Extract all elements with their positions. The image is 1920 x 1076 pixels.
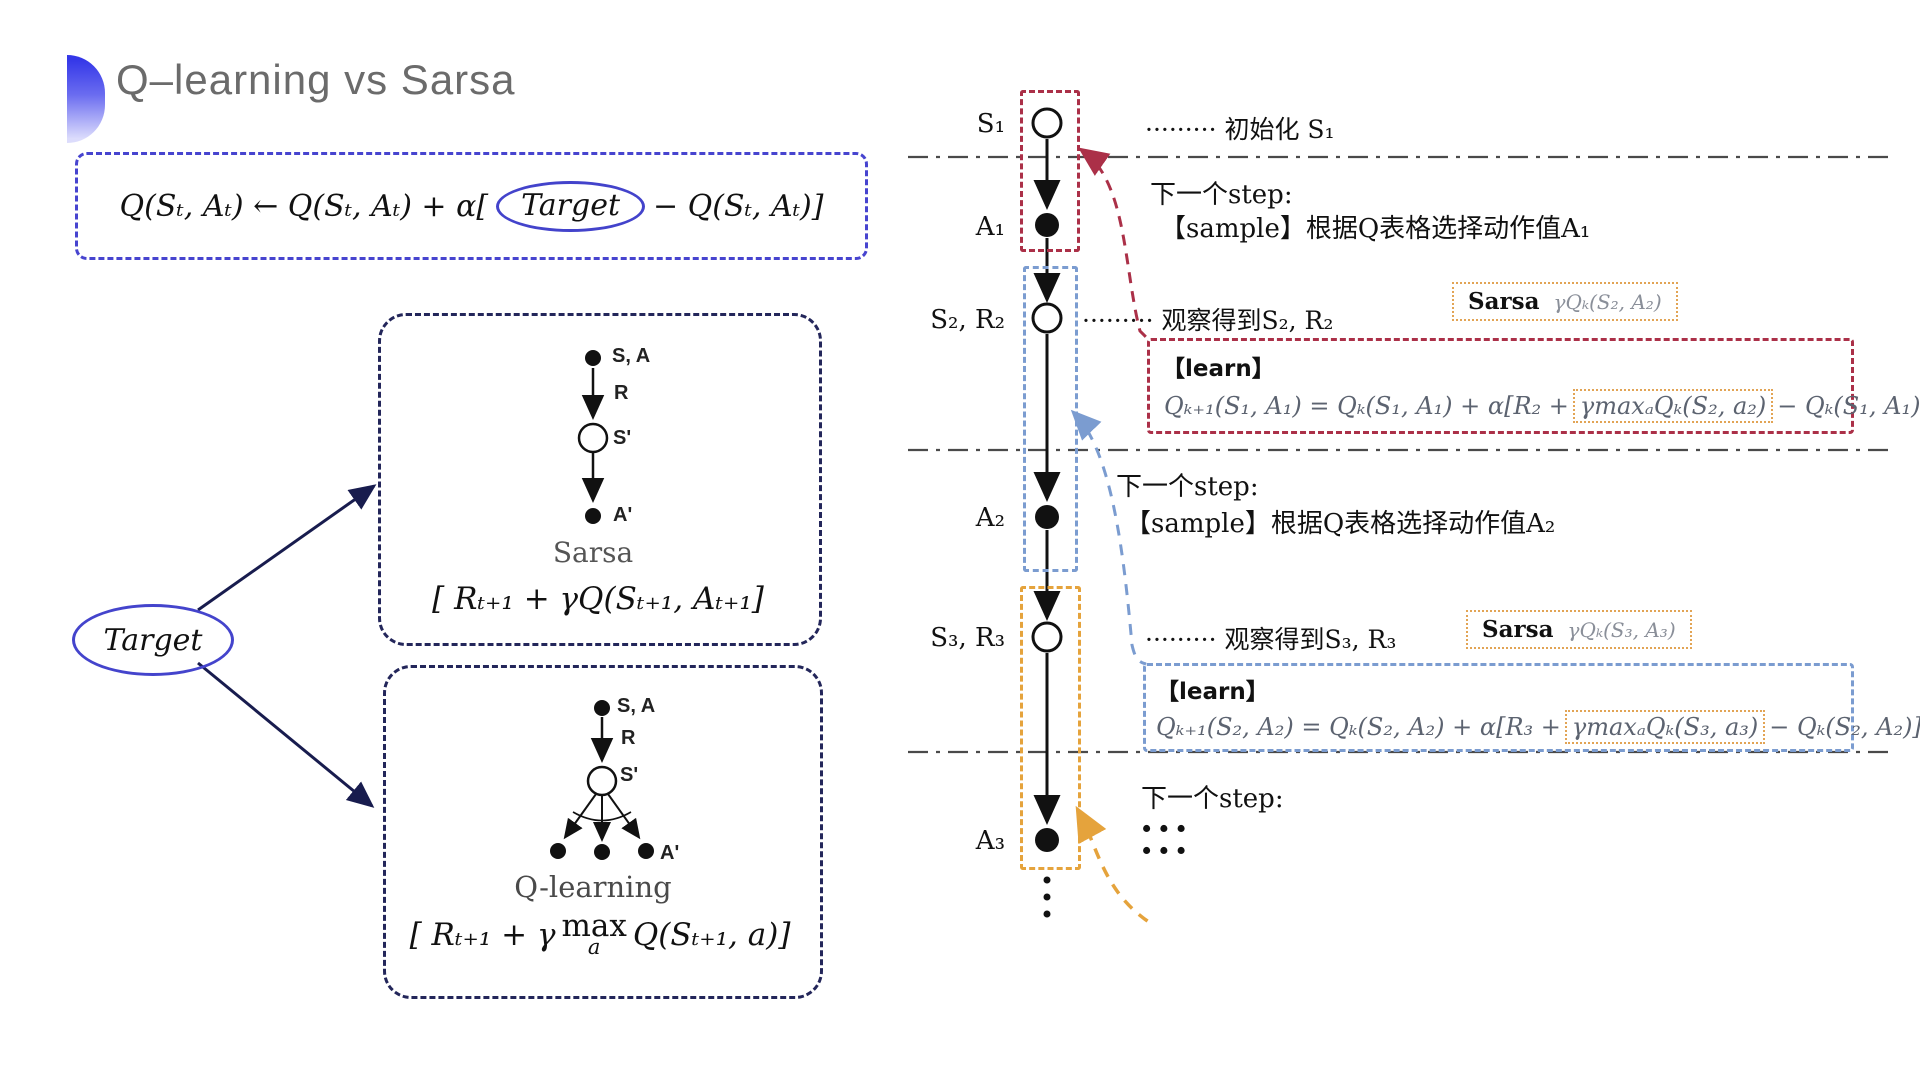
chain-label-s2r2: S₂, R₂ (930, 305, 1005, 335)
learn2-formula-post: − Qₖ(S₂, A₂)] (1769, 713, 1920, 741)
chain-continuation-dot-3 (1043, 910, 1051, 918)
learn2-formula-pre: Qₖ₊₁(S₂, A₂) = Qₖ(S₂, A₂) + α[R₃ + (1156, 713, 1561, 741)
max-subscript: a (587, 935, 601, 960)
learn2-heading: 【learn】 (1156, 679, 1269, 705)
annotation-step3-heading: 下一个step: (1141, 784, 1284, 814)
sarsa-label-r: R (614, 382, 629, 404)
learn1-formula-post: − Qₖ(S₁, A₁)] (1777, 392, 1920, 420)
arrow-target-to-qlearning (197, 661, 375, 808)
annotation-step1-heading: 下一个step: (1150, 180, 1293, 210)
update-rule-box: Q(Sₜ, Aₜ) ← Q(Sₜ, Aₜ) + α[ Target − Q(Sₜ… (75, 152, 868, 260)
qlearning-formula-close: Q(Sₜ₊₁, a)] (632, 917, 791, 954)
sarsa-value-tag-1: Sarsa γQₖ(S₂, A₂) (1452, 282, 1678, 321)
sarsa-label-sprime: S' (613, 427, 632, 449)
annotation-initialize: ········· 初始化 S₁ (1145, 115, 1335, 144)
sarsa-tag2-formula: γQₖ(S₃, A₃) (1567, 617, 1676, 642)
annotation-observe2: ········· 观察得到S₃, R₃ (1145, 625, 1397, 654)
sarsa-value-tag-2: Sarsa γQₖ(S₃, A₃) (1466, 610, 1692, 649)
target-node: Target (72, 604, 234, 676)
annotation-observe1: ········· 观察得到S₂, R₂ (1082, 306, 1334, 335)
update-rule-rhs: − Q(Sₜ, Aₜ)] (653, 188, 824, 224)
qlearning-panel-name: Q-learning (514, 870, 672, 904)
learn2-formula-highlight: γmaxₐQₖ(S₃, a₃) (1564, 710, 1766, 744)
chain-label-a1: A₁ (975, 212, 1005, 242)
learn1-formula-highlight: γmaxₐQₖ(S₂, a₂) (1572, 389, 1774, 423)
qlearn-label-sa: S, A (617, 695, 656, 717)
chain-box-step2 (1023, 266, 1078, 572)
sarsa-tag1-formula: γQₖ(S₂, A₂) (1553, 289, 1662, 314)
qlearn-label-r: R (621, 727, 636, 749)
annotation-step1-body: 【sample】根据Q表格选择动作值A₁ (1160, 214, 1591, 244)
annotation-step2-heading: 下一个step: (1116, 472, 1259, 502)
chain-label-s3r3: S₃, R₃ (930, 623, 1005, 653)
learn2-formula: Qₖ₊₁(S₂, A₂) = Qₖ(S₂, A₂) + α[R₃ + γmaxₐ… (1156, 710, 1920, 744)
sarsa-label-sa: S, A (612, 345, 651, 367)
learn-box-2: 【learn】 Qₖ₊₁(S₂, A₂) = Qₖ(S₂, A₂) + α[R₃… (1143, 663, 1920, 752)
chain-continuation-dot-2 (1043, 893, 1051, 901)
continuation-dots: ··· ··· (1140, 810, 1192, 873)
chain-box-step3 (1020, 586, 1081, 870)
learn1-formula-pre: Qₖ₊₁(S₁, A₁) = Qₖ(S₁, A₁) + α[R₂ + (1164, 392, 1569, 420)
sarsa-panel (378, 313, 822, 646)
learn-box-1: 【learn】 Qₖ₊₁(S₁, A₁) = Qₖ(S₁, A₁) + α[R₂… (1147, 338, 1920, 434)
sarsa-target-formula: [ Rₜ₊₁ + γQ(Sₜ₊₁, Aₜ₊₁] (432, 581, 764, 617)
chain-label-a3: A₃ (975, 826, 1005, 856)
qlearning-max-stack: max a (561, 908, 627, 960)
sarsa-label-aprime: A' (613, 504, 633, 526)
arrow-target-to-sarsa (197, 484, 377, 612)
chain-label-a2: A₂ (975, 503, 1005, 533)
continuation-dots-row2: ··· (1140, 828, 1192, 873)
max-operator: max (561, 908, 627, 944)
sarsa-tag1-name: Sarsa (1468, 288, 1540, 315)
annotation-step2-body: 【sample】根据Q表格选择动作值A₂ (1125, 509, 1556, 539)
sarsa-panel-name: Sarsa (552, 536, 634, 569)
learn1-formula: Qₖ₊₁(S₁, A₁) = Qₖ(S₁, A₁) + α[R₂ + γmaxₐ… (1164, 389, 1920, 423)
qlearning-panel (383, 665, 823, 999)
sarsa-tag2-name: Sarsa (1482, 616, 1554, 643)
title-accent-shape (67, 55, 105, 143)
qlearning-target-formula: [ Rₜ₊₁ + γ max a Q(Sₜ₊₁, a)] (390, 908, 810, 960)
update-rule-target-ellipse: Target (496, 180, 645, 232)
page-title: Q–learning vs Sarsa (116, 56, 516, 103)
chain-box-initialize (1020, 90, 1080, 252)
learn1-heading: 【learn】 (1162, 356, 1275, 382)
qlearn-label-aprime: A' (660, 842, 680, 864)
update-rule-lhs: Q(Sₜ, Aₜ) ← Q(Sₜ, Aₜ) + α[ (119, 188, 489, 224)
qlearn-label-sprime: S' (620, 764, 639, 786)
chain-label-s1: S₁ (976, 109, 1005, 139)
qlearning-formula-open: [ Rₜ₊₁ + γ (409, 917, 556, 954)
chain-continuation-dot-1 (1043, 876, 1051, 884)
